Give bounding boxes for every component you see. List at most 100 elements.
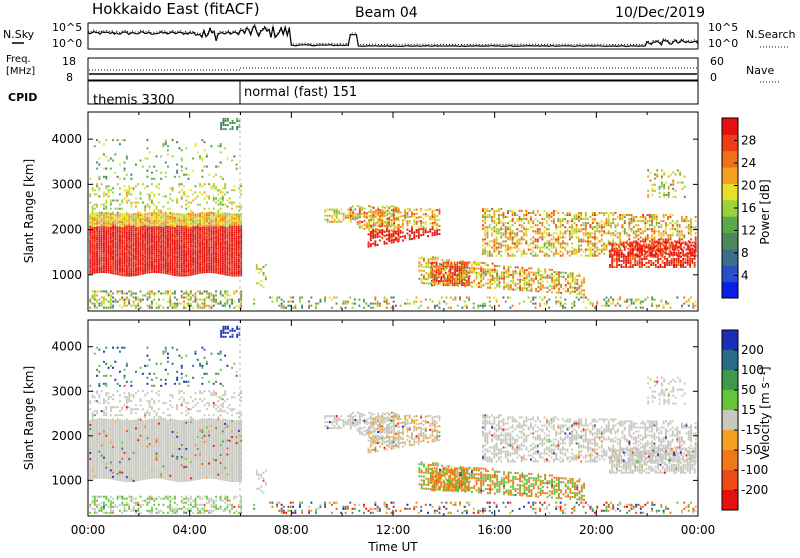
power-cell xyxy=(153,267,155,269)
power-cell xyxy=(183,222,185,224)
power-cell xyxy=(231,264,233,266)
power-cell xyxy=(153,265,155,267)
power-cell xyxy=(121,242,123,244)
power-cell xyxy=(130,174,132,176)
power-cell xyxy=(489,283,491,285)
power-cell xyxy=(156,269,158,271)
power-cell xyxy=(174,233,176,235)
power-cell xyxy=(555,224,557,226)
power-cell xyxy=(208,263,210,265)
power-cell xyxy=(432,224,434,226)
power-cell xyxy=(525,240,527,242)
power-cell xyxy=(350,209,352,211)
power-cell xyxy=(135,305,137,307)
power-cell xyxy=(464,271,466,273)
power-cell xyxy=(105,193,107,195)
power-cell xyxy=(429,222,431,224)
power-cell xyxy=(572,287,574,289)
power-cell xyxy=(507,245,509,247)
power-cell xyxy=(514,247,516,249)
power-cell xyxy=(101,247,103,249)
power-cell xyxy=(126,228,128,230)
power-cell xyxy=(557,238,559,240)
power-cell xyxy=(156,234,158,236)
power-cell xyxy=(117,239,119,241)
power-cell xyxy=(117,261,119,263)
power-cell xyxy=(126,200,128,202)
power-cell xyxy=(480,280,482,282)
power-cell xyxy=(583,290,585,292)
power-cell xyxy=(482,226,484,228)
power-cell xyxy=(227,247,229,249)
power-cell xyxy=(163,255,165,257)
power-cell xyxy=(413,215,415,217)
power-cell xyxy=(537,240,539,242)
power-cell xyxy=(377,222,379,224)
power-cell xyxy=(169,271,171,273)
power-cell xyxy=(546,222,548,224)
power-cell xyxy=(425,278,427,280)
power-cell xyxy=(434,265,436,267)
power-cell xyxy=(236,238,238,240)
power-cell xyxy=(654,216,656,218)
power-cell xyxy=(521,275,523,277)
power-cell xyxy=(142,265,144,267)
power-cell xyxy=(233,252,235,254)
power-cell xyxy=(199,221,201,223)
power-cell xyxy=(215,259,217,261)
power-cell xyxy=(105,206,107,208)
power-cell xyxy=(133,240,135,242)
power-cell xyxy=(110,219,112,221)
power-cell xyxy=(537,255,539,257)
power-cell xyxy=(521,255,523,257)
power-cell xyxy=(375,228,377,230)
power-cell xyxy=(528,286,530,288)
power-cell xyxy=(224,221,226,223)
power-cell xyxy=(201,217,203,219)
power-cell xyxy=(227,270,229,272)
power-cell xyxy=(590,255,592,257)
power-cell xyxy=(233,262,235,264)
power-cell xyxy=(407,225,409,227)
power-cell xyxy=(156,170,158,172)
power-cell xyxy=(98,271,100,273)
power-cell xyxy=(94,233,96,235)
power-cell xyxy=(558,273,560,275)
power-cell xyxy=(147,204,149,206)
power-cell xyxy=(361,207,363,209)
power-cell xyxy=(192,193,194,195)
power-cell xyxy=(539,247,541,249)
power-cell xyxy=(140,243,142,245)
power-cell xyxy=(213,235,215,237)
power-cell xyxy=(217,258,219,260)
power-cell xyxy=(128,234,130,236)
power-cell xyxy=(558,292,560,294)
power-cell xyxy=(128,256,130,258)
power-cell xyxy=(201,261,203,263)
power-cell xyxy=(135,164,137,166)
power-cell xyxy=(558,290,560,292)
power-cell xyxy=(215,295,217,297)
power-cell xyxy=(555,253,557,255)
power-cell xyxy=(498,216,500,218)
power-cell xyxy=(535,253,537,255)
power-cell xyxy=(224,259,226,261)
power-cell xyxy=(119,229,121,231)
power-cell xyxy=(467,267,469,269)
power-cell xyxy=(130,264,132,266)
power-cell xyxy=(133,270,135,272)
power-cell xyxy=(619,232,621,234)
power-cell xyxy=(197,303,199,305)
power-cell xyxy=(165,215,167,217)
power-cell xyxy=(165,266,167,268)
power-cell xyxy=(96,227,98,229)
power-cell xyxy=(553,232,555,234)
power-cell xyxy=(144,248,146,250)
power-cell xyxy=(101,297,103,299)
power-cell xyxy=(555,228,557,230)
power-cell xyxy=(112,307,114,309)
power-cell xyxy=(496,279,498,281)
nave-tick-high: 60 xyxy=(710,55,724,68)
power-cell xyxy=(329,215,331,217)
